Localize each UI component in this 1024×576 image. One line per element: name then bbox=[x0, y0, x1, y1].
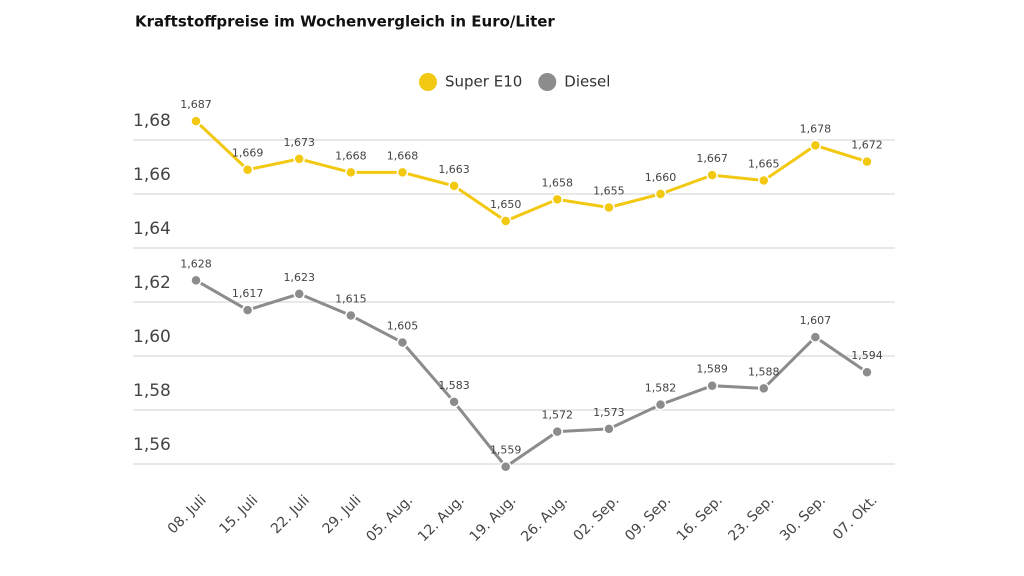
data-point bbox=[551, 193, 564, 206]
data-label: 1,663 bbox=[438, 163, 470, 176]
y-tick-label: 1,64 bbox=[133, 219, 171, 239]
legend-marker bbox=[538, 73, 557, 91]
data-label: 1,660 bbox=[645, 171, 677, 184]
data-label: 1,672 bbox=[851, 139, 883, 152]
legend-label: Diesel bbox=[564, 73, 610, 91]
data-label: 1,655 bbox=[593, 185, 625, 198]
chart-title: Kraftstoffpreise im Wochenvergleich in E… bbox=[135, 13, 555, 31]
data-label: 1,607 bbox=[800, 314, 832, 327]
x-tick-label: 29. Juli bbox=[320, 492, 365, 537]
data-label: 1,617 bbox=[232, 287, 264, 300]
x-tick-label: 30. Sep. bbox=[777, 492, 829, 544]
data-label: 1,594 bbox=[851, 349, 883, 362]
data-point bbox=[758, 174, 770, 187]
data-point bbox=[241, 163, 254, 176]
x-tick-label: 07. Okt. bbox=[830, 492, 881, 543]
data-point bbox=[499, 460, 512, 473]
legend-marker bbox=[419, 73, 437, 91]
data-point bbox=[706, 379, 718, 392]
data-label: 1,572 bbox=[542, 409, 574, 422]
x-tick-label: 19. Aug. bbox=[467, 492, 520, 545]
x-tick-label: 12. Aug. bbox=[415, 492, 468, 545]
data-label: 1,678 bbox=[800, 122, 832, 135]
data-label: 1,589 bbox=[696, 363, 728, 376]
data-label: 1,559 bbox=[490, 444, 522, 457]
series-line bbox=[195, 279, 868, 469]
data-point bbox=[190, 115, 202, 127]
x-tick-label: 09. Sep. bbox=[622, 492, 674, 544]
x-tick-label: 26. Aug. bbox=[518, 492, 571, 545]
data-point bbox=[654, 188, 667, 200]
x-tick-label: 02. Sep. bbox=[571, 492, 623, 544]
x-tick-label: 16. Sep. bbox=[674, 492, 726, 544]
data-point bbox=[861, 366, 873, 378]
x-tick-label: 08. Juli bbox=[165, 492, 210, 537]
y-tick-label: 1,66 bbox=[133, 165, 171, 185]
data-point bbox=[861, 155, 873, 168]
data-point bbox=[758, 382, 770, 395]
data-label: 1,588 bbox=[748, 365, 780, 378]
series-line bbox=[194, 120, 868, 223]
data-label: 1,669 bbox=[232, 147, 264, 160]
data-point bbox=[345, 309, 357, 322]
x-tick-label: 22. Juli bbox=[268, 492, 313, 537]
data-label: 1,667 bbox=[696, 152, 728, 165]
data-label: 1,665 bbox=[748, 158, 780, 171]
data-point bbox=[396, 166, 409, 179]
data-point bbox=[809, 139, 822, 152]
data-point bbox=[654, 398, 667, 411]
data-point bbox=[809, 331, 822, 343]
data-point bbox=[241, 304, 254, 316]
data-label: 1,650 bbox=[490, 198, 522, 211]
data-label: 1,687 bbox=[180, 98, 212, 111]
data-label: 1,668 bbox=[335, 149, 367, 162]
data-label: 1,573 bbox=[593, 406, 625, 419]
data-label: 1,583 bbox=[438, 379, 470, 392]
y-tick-label: 1,60 bbox=[133, 327, 171, 347]
data-point bbox=[603, 201, 615, 214]
data-point bbox=[706, 169, 718, 181]
data-label: 1,605 bbox=[387, 320, 419, 333]
data-point bbox=[448, 396, 460, 408]
data-label: 1,582 bbox=[645, 382, 677, 395]
data-label: 1,673 bbox=[283, 136, 315, 149]
data-point bbox=[603, 423, 615, 435]
data-label: 1,658 bbox=[542, 176, 574, 189]
data-label: 1,668 bbox=[387, 149, 419, 162]
data-label: 1,623 bbox=[283, 271, 315, 284]
y-tick-label: 1,58 bbox=[133, 381, 171, 401]
data-point bbox=[448, 180, 460, 192]
x-tick-label: 05. Aug. bbox=[363, 492, 416, 545]
x-tick-label: 15. Juli bbox=[216, 492, 261, 537]
y-tick-label: 1,62 bbox=[133, 273, 171, 293]
data-point bbox=[396, 336, 409, 349]
data-point bbox=[345, 166, 357, 179]
data-label: 1,628 bbox=[180, 257, 212, 270]
legend-label: Super E10 bbox=[445, 73, 522, 91]
y-tick-label: 1,56 bbox=[133, 435, 171, 455]
data-point bbox=[293, 288, 305, 300]
data-label: 1,615 bbox=[335, 293, 367, 306]
data-point bbox=[190, 274, 202, 287]
data-point bbox=[551, 425, 564, 438]
x-tick-label: 23. Sep. bbox=[725, 492, 777, 544]
y-tick-label: 1,68 bbox=[133, 111, 171, 131]
data-point bbox=[499, 215, 512, 227]
data-point bbox=[293, 153, 305, 165]
